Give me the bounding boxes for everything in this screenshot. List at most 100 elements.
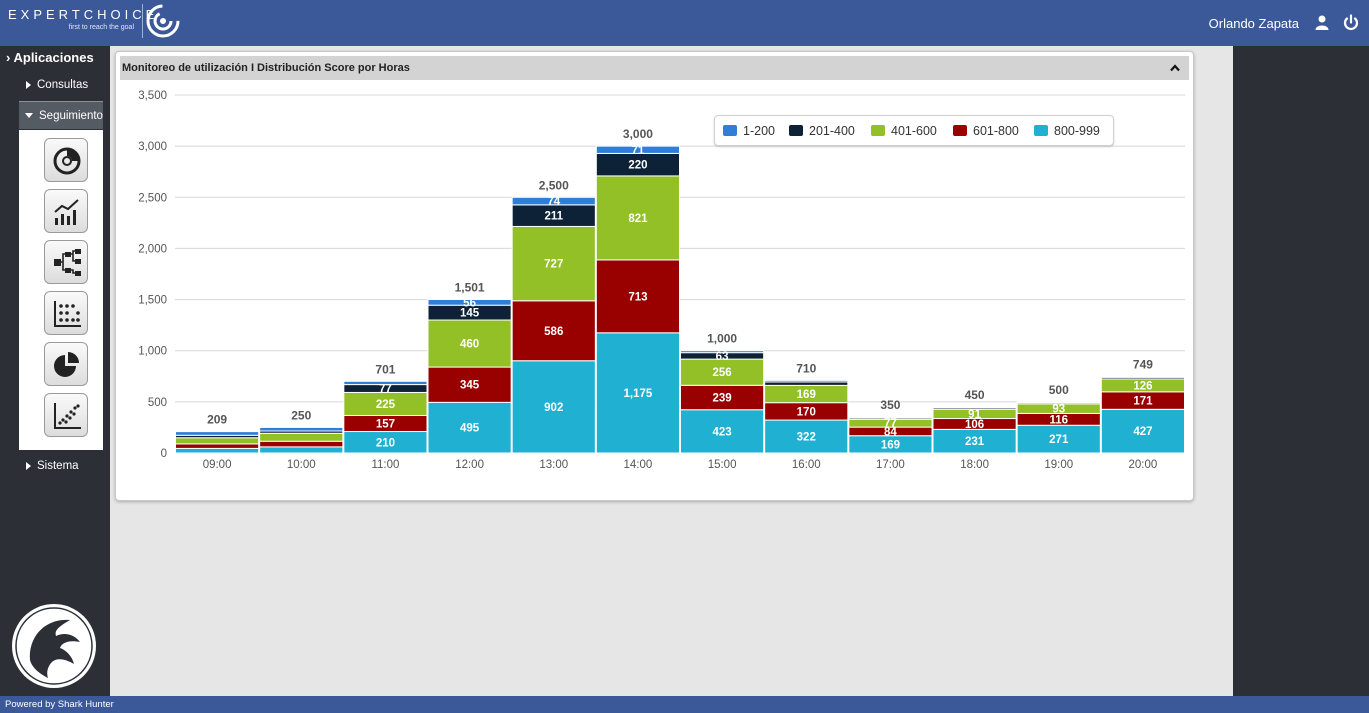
- x-tick-label: 20:00: [1129, 459, 1158, 471]
- donut-chart-tool[interactable]: [44, 138, 88, 182]
- legend-swatch: [1034, 125, 1048, 136]
- brand-separator: [142, 4, 143, 38]
- bar-segment-1-200[interactable]: [764, 379, 849, 383]
- y-tick-label: 3,000: [138, 141, 167, 153]
- pie-chart-icon: [54, 352, 79, 377]
- bar-segment-800-999[interactable]: [1016, 424, 1101, 454]
- data-label: 211: [544, 211, 563, 223]
- user-icon[interactable]: [1313, 14, 1331, 32]
- sidebar: › Aplicaciones Consultas Seguimiento: [0, 46, 110, 696]
- x-tick-label: 18:00: [960, 459, 989, 471]
- data-label: 106: [965, 419, 984, 431]
- bar-segment-1-200[interactable]: [259, 426, 344, 432]
- total-label: 2,500: [539, 178, 569, 192]
- bar-segment-601-800[interactable]: [259, 440, 344, 448]
- x-tick-label: 19:00: [1044, 459, 1073, 471]
- bar-segment-1-200[interactable]: [511, 196, 596, 206]
- bar-segment-800-999[interactable]: [259, 446, 344, 454]
- sidebar-item-seguimiento[interactable]: Seguimiento: [19, 101, 103, 129]
- caret-right-icon: [26, 461, 31, 470]
- sidebar-root-aplicaciones[interactable]: › Aplicaciones: [6, 50, 94, 65]
- caret-down-icon: [25, 113, 33, 119]
- bar-segment-1-200[interactable]: [680, 350, 765, 354]
- data-label: 427: [1133, 426, 1152, 438]
- total-label: 701: [375, 362, 395, 376]
- user-name[interactable]: Orlando Zapata: [1208, 16, 1299, 31]
- brand-logo[interactable]: EXPERTCHOICE first to reach the goal: [8, 7, 154, 37]
- bar-segment-800-999[interactable]: [680, 409, 765, 454]
- hierarchy-tool[interactable]: [44, 240, 88, 284]
- legend-item-601-800[interactable]: 601-800: [953, 124, 1019, 138]
- bar-segment-1-200[interactable]: [427, 298, 512, 306]
- caret-right-icon: [26, 80, 31, 89]
- chevron-up-icon[interactable]: [1169, 62, 1181, 74]
- legend-swatch: [789, 125, 803, 136]
- data-label: 157: [376, 418, 395, 430]
- bar-segment-800-999[interactable]: [175, 447, 260, 454]
- data-label: 71: [632, 145, 645, 157]
- bar-segment-401-600[interactable]: [595, 175, 681, 261]
- bar-segment-401-600[interactable]: [427, 319, 512, 368]
- sidebar-item-label: Seguimiento: [39, 110, 103, 122]
- sidebar-item-seguimiento-row: Seguimiento: [25, 110, 103, 122]
- pie-chart-tool[interactable]: [44, 342, 88, 386]
- bar-segment-800-999[interactable]: [595, 332, 681, 454]
- data-label: 460: [460, 339, 479, 351]
- bar-segment-800-999[interactable]: [1100, 408, 1185, 454]
- footer-text: Powered by Shark Hunter: [5, 699, 114, 710]
- bar-segment-800-999[interactable]: [764, 419, 849, 454]
- data-label: 77: [884, 418, 897, 430]
- legend-swatch: [723, 125, 737, 136]
- x-tick-label: 09:00: [203, 459, 232, 471]
- y-tick-label: 1,000: [138, 346, 167, 358]
- total-label: 250: [291, 408, 311, 422]
- data-label: 56: [463, 297, 476, 309]
- data-label: 145: [460, 308, 480, 320]
- legend-item-1-200[interactable]: 1-200: [723, 124, 775, 138]
- legend-label: 601-800: [973, 124, 1019, 138]
- bar-segment-601-800[interactable]: [680, 384, 765, 411]
- line-trend-tool[interactable]: [44, 189, 88, 233]
- bar-segment-1-200[interactable]: [343, 380, 428, 386]
- bar-segment-800-999[interactable]: [427, 401, 512, 454]
- sidebar-item-label: Consultas: [37, 79, 89, 91]
- bar-segment-601-800[interactable]: [175, 443, 260, 449]
- bar-segment-1-200[interactable]: [1100, 375, 1185, 378]
- bar-segment-1-200[interactable]: [1016, 401, 1101, 404]
- data-label: 423: [712, 426, 731, 438]
- legend-item-800-999[interactable]: 800-999: [1034, 124, 1100, 138]
- bar-segment-1-200[interactable]: [595, 145, 681, 154]
- sidebar-item-consultas[interactable]: Consultas: [26, 79, 88, 91]
- brand-tagline: first to reach the goal: [68, 24, 134, 31]
- chevron-right-icon: ›: [6, 50, 11, 65]
- x-tick-label: 11:00: [371, 459, 399, 471]
- legend-label: 201-400: [809, 124, 855, 138]
- bar-segment-1-200[interactable]: [848, 416, 933, 419]
- legend-label: 1-200: [743, 124, 775, 138]
- bar-segment-1-200[interactable]: [175, 431, 260, 436]
- bar-segment-601-800[interactable]: [427, 366, 512, 403]
- sidebar-item-sistema[interactable]: Sistema: [26, 460, 79, 472]
- scatter-grid-icon: [54, 301, 81, 327]
- data-label: 210: [376, 437, 395, 449]
- scatter-plot-tool[interactable]: [44, 393, 88, 437]
- data-label: 77: [379, 384, 392, 396]
- bar-segment-1-200[interactable]: [932, 406, 1017, 409]
- data-label: 91: [968, 409, 981, 421]
- x-tick-label: 13:00: [539, 459, 568, 471]
- panel-title: Monitoreo de utilización I Distribución …: [122, 62, 410, 74]
- data-label: 256: [712, 367, 731, 379]
- right-side-area: [1233, 46, 1369, 696]
- power-icon[interactable]: [1342, 14, 1360, 32]
- total-label: 209: [207, 413, 227, 427]
- bar-segment-401-600[interactable]: [175, 437, 260, 445]
- bar-segment-401-600[interactable]: [259, 432, 344, 442]
- legend-swatch: [953, 125, 967, 136]
- legend-item-401-600[interactable]: 401-600: [871, 124, 937, 138]
- scatter-grid-tool[interactable]: [44, 291, 88, 335]
- hierarchy-icon: [54, 249, 81, 276]
- total-label: 450: [965, 388, 985, 402]
- bar-segment-201-400[interactable]: [764, 381, 849, 386]
- legend-item-201-400[interactable]: 201-400: [789, 124, 855, 138]
- bar-segment-401-600[interactable]: [511, 225, 596, 302]
